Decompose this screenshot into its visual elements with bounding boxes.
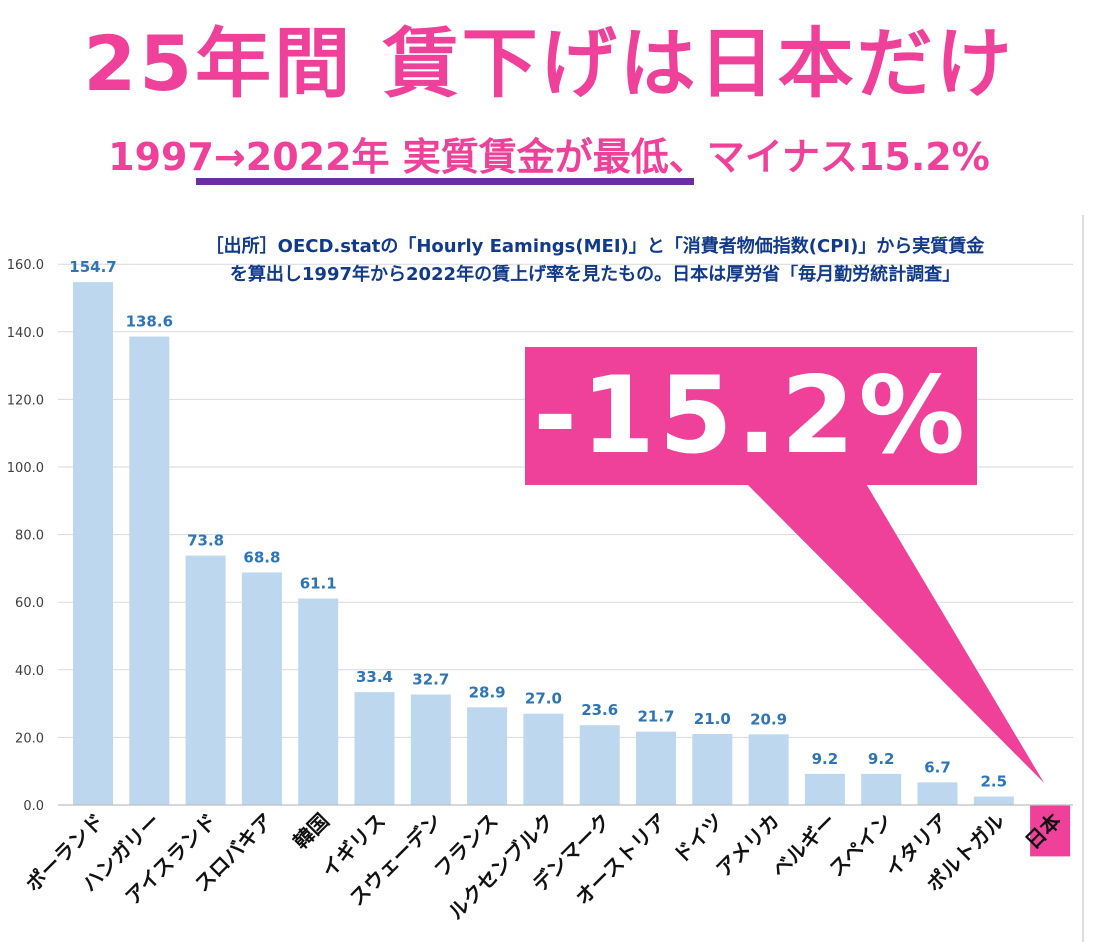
subtitle-underline [196,178,694,185]
bar [129,336,170,805]
data-label: 23.6 [581,701,618,719]
bar [579,725,620,805]
data-label: 33.4 [356,668,393,686]
data-label: 6.7 [924,758,951,776]
bar [73,282,113,805]
bar [1030,805,1071,857]
page-subtitle: 1997→2022年 実質賃金が最低、マイナス15.2% [108,135,990,179]
page-title: 25年間 賃下げは日本だけ [83,19,1015,108]
source-note-line2: を算出し1997年から2022年の賃上げ率を見たもの。日本は厚労省「毎月勤労統計… [229,264,961,285]
bar [298,598,339,805]
y-tick-label: 80.0 [15,529,44,544]
x-category-label: 韓国 [288,809,333,854]
source-note-line1: ［出所］OECD.statの「Hourly Eamings(MEI)」と「消費者… [205,236,985,257]
data-label: 68.8 [243,548,280,566]
bar [917,782,958,805]
data-label: 138.6 [126,313,173,331]
y-tick-label: 20.0 [15,731,44,746]
callout-pointer [745,482,1045,783]
bar [861,773,902,805]
data-label: 2.5 [981,773,1008,791]
data-label: 21.0 [694,710,731,728]
bar [523,713,564,805]
callout-box [525,347,977,485]
bar [692,734,733,805]
y-tick-label: 140.0 [7,326,44,341]
bar [467,707,508,805]
data-label: 32.7 [412,670,449,688]
y-tick-label: 0.0 [23,799,44,814]
data-label: 154.7 [69,258,116,276]
y-tick-label: 120.0 [7,393,44,408]
data-label: 9.2 [812,750,839,768]
data-label: 27.0 [525,690,562,708]
data-label: 9.2 [868,750,895,768]
bar [804,773,845,805]
data-label: 73.8 [187,532,224,550]
source-note: ［出所］OECD.statの「Hourly Eamings(MEI)」と「消費者… [120,233,1070,289]
bar [748,734,789,805]
data-label: 20.9 [750,710,787,728]
bar [410,694,451,805]
y-tick-label: 40.0 [15,664,44,679]
bar [241,572,282,805]
bar [185,555,226,805]
bar [973,796,1014,805]
bar [636,731,676,805]
bar [354,692,395,805]
y-tick-label: 60.0 [15,596,44,611]
data-label: 61.1 [300,574,337,592]
data-label: 28.9 [469,683,506,701]
data-label: 21.7 [637,708,674,726]
y-tick-label: 160.0 [7,258,44,273]
callout-text: -15.2% [533,354,969,477]
y-tick-label: 100.0 [7,461,44,476]
